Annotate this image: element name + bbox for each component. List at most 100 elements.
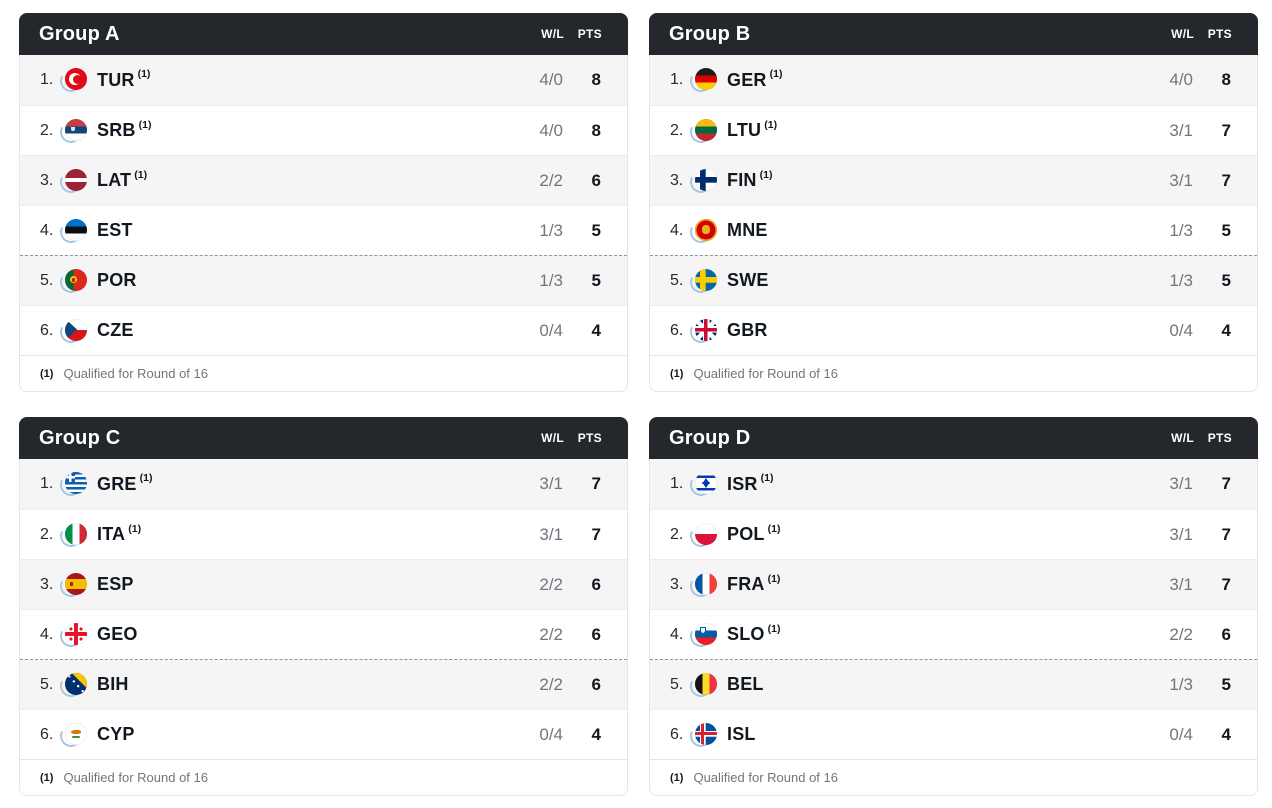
team-wl: 1/3 — [1169, 220, 1193, 240]
team-wl: 0/4 — [1169, 724, 1193, 744]
column-header-wl: W/L — [1171, 27, 1194, 41]
team-flag-icon — [65, 318, 87, 341]
team-rank: 4. — [670, 625, 684, 643]
team-code: FIN — [727, 170, 757, 190]
column-header-wl: W/L — [1171, 431, 1194, 445]
team-wl: 4/0 — [539, 120, 563, 140]
team-pts: 7 — [1221, 574, 1231, 594]
team-rank: 1. — [670, 475, 684, 492]
team-wl: 2/2 — [539, 574, 563, 594]
team-flag-icon — [65, 672, 87, 695]
team-flag-icon — [65, 168, 87, 191]
team-pts: 7 — [1221, 120, 1231, 140]
team-flag-icon — [65, 522, 87, 545]
team-pts: 5 — [1221, 674, 1231, 694]
team-flag-icon — [695, 622, 717, 645]
team-flag-icon — [695, 268, 717, 291]
flag-wrap — [687, 621, 717, 650]
team-flag-icon — [65, 472, 87, 494]
team-flag-icon — [65, 68, 87, 90]
flag-wrap — [57, 521, 87, 550]
flag-wrap — [57, 471, 87, 499]
team-wl: 3/1 — [539, 524, 563, 544]
group-card: Group D W/L PTS 1. ISR (1) 3/1 7 2. — [649, 417, 1258, 796]
team-row: 6. ISL 0/4 4 — [650, 709, 1257, 759]
flag-wrap — [57, 671, 87, 700]
column-header-pts: PTS — [1207, 431, 1232, 445]
flag-wrap — [687, 721, 717, 750]
team-qualified-note: (1) — [128, 522, 142, 535]
column-labels: W/L PTS — [1148, 27, 1232, 41]
team-code: GER — [727, 69, 767, 90]
group-card-header: Group C W/L PTS — [19, 417, 628, 459]
team-pts: 8 — [591, 120, 601, 140]
team-row: 5. BEL 1/3 5 — [650, 659, 1257, 709]
team-qualified-note: (1) — [138, 118, 152, 131]
team-code: LTU — [727, 120, 762, 140]
team-pts: 6 — [591, 170, 601, 190]
team-rank: 3. — [40, 575, 54, 593]
team-rank: 2. — [40, 121, 54, 139]
team-wl: 1/3 — [1169, 270, 1193, 290]
flag-wrap — [687, 217, 717, 246]
team-row: 1. ISR (1) 3/1 7 — [650, 459, 1257, 509]
flag-wrap — [687, 521, 717, 550]
team-pts: 8 — [591, 70, 601, 89]
team-flag-icon — [695, 722, 717, 745]
team-qualified-note: (1) — [767, 522, 781, 535]
team-qualified-note: (1) — [139, 472, 153, 484]
team-wl: 2/2 — [539, 674, 563, 694]
team-flag-icon — [695, 672, 717, 695]
team-pts: 7 — [591, 474, 601, 493]
flag-wrap — [687, 67, 717, 95]
team-wl: 1/3 — [539, 220, 563, 240]
team-wl: 4/0 — [539, 70, 563, 89]
team-wl: 0/4 — [539, 320, 563, 340]
team-wl: 3/1 — [1169, 574, 1193, 594]
team-code: GEO — [97, 624, 138, 644]
team-qualified-note: (1) — [760, 472, 774, 484]
team-flag-icon — [65, 622, 87, 645]
flag-wrap — [687, 317, 717, 346]
team-wl: 3/1 — [1169, 120, 1193, 140]
team-wl: 3/1 — [1169, 170, 1193, 190]
team-flag-icon — [695, 572, 717, 595]
footnote-text: Qualified for Round of 16 — [693, 366, 838, 381]
column-header-pts: PTS — [1207, 27, 1232, 41]
team-code: ITA — [97, 524, 126, 544]
team-wl: 2/2 — [1169, 624, 1193, 644]
team-pts: 7 — [591, 524, 601, 544]
team-rank: 1. — [40, 71, 54, 88]
team-flag-icon — [65, 218, 87, 241]
flag-wrap — [687, 167, 717, 196]
team-row: 4. MNE 1/3 5 — [650, 205, 1257, 255]
flag-wrap — [57, 117, 87, 146]
group-card-header: Group D W/L PTS — [649, 417, 1258, 459]
team-rank: 5. — [40, 271, 54, 289]
flag-wrap — [57, 721, 87, 750]
flag-wrap — [687, 571, 717, 600]
group-card: Group B W/L PTS 1. GER (1) 4/0 8 2. — [649, 13, 1258, 392]
team-row: 3. FRA (1) 3/1 7 — [650, 559, 1257, 609]
flag-wrap — [57, 217, 87, 246]
team-code: SLO — [727, 624, 765, 644]
team-qualified-note: (1) — [767, 622, 781, 635]
team-flag-icon — [695, 68, 717, 90]
team-code: ISR — [727, 473, 758, 494]
rows: 1. ISR (1) 3/1 7 2. POL (1) 3/1 — [650, 459, 1257, 759]
team-code: BIH — [97, 674, 129, 694]
flag-wrap — [57, 67, 87, 95]
team-row: 3. LAT (1) 2/2 6 — [20, 155, 627, 205]
group-card-body: 1. GER (1) 4/0 8 2. LTU (1) 3/1 — [649, 55, 1258, 392]
team-row: 1. GRE (1) 3/1 7 — [20, 459, 627, 509]
flag-wrap — [687, 671, 717, 700]
team-rank: 2. — [670, 121, 684, 139]
team-row: 2. POL (1) 3/1 7 — [650, 509, 1257, 559]
team-rank: 6. — [40, 321, 54, 339]
group-card-footer: (1) Qualified for Round of 16 — [650, 355, 1257, 391]
team-qualified-note: (1) — [769, 68, 783, 80]
flag-wrap — [687, 267, 717, 296]
team-flag-icon — [695, 168, 717, 191]
group-card-footer: (1) Qualified for Round of 16 — [650, 759, 1257, 795]
